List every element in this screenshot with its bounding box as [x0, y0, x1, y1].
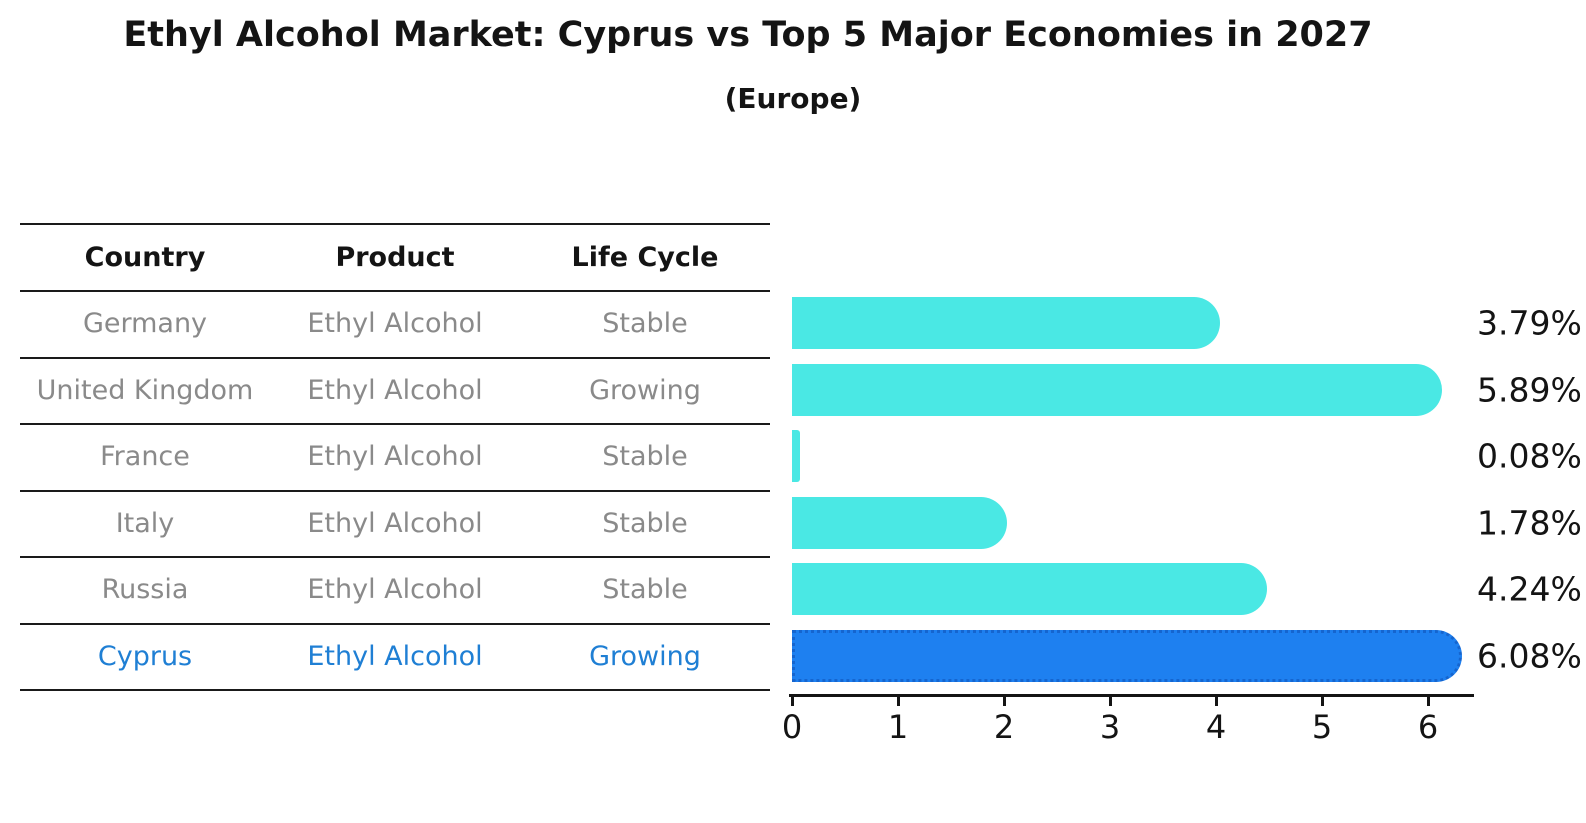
bar-russia — [792, 563, 1268, 615]
table-header-row: Country Product Life Cycle — [20, 225, 770, 292]
bar-band-france — [792, 423, 1477, 490]
bar-band-united-kingdom — [792, 357, 1477, 424]
bar-italy — [792, 496, 1007, 549]
cell-product: Ethyl Alcohol — [307, 441, 483, 473]
cell-life-cycle: Growing — [589, 374, 701, 406]
column-header-life-cycle: Life Cycle — [571, 241, 719, 273]
x-axis-tick — [1109, 697, 1112, 706]
x-axis-tick — [1321, 697, 1324, 706]
bar-value-label: 1.78% — [1477, 503, 1582, 543]
cell-country: Germany — [82, 308, 208, 340]
bar-value-label: 3.79% — [1477, 303, 1582, 343]
column-header-country: Country — [84, 241, 206, 273]
cell-product: Ethyl Alcohol — [307, 374, 483, 406]
chart-title: Ethyl Alcohol Market: Cyprus vs Top 5 Ma… — [123, 15, 1373, 55]
x-axis-tick-label: 1 — [887, 708, 909, 746]
bar-band-germany — [792, 290, 1477, 357]
table-row-russia: Russia Ethyl Alcohol Stable — [20, 558, 770, 625]
cell-life-cycle: Stable — [602, 441, 688, 473]
cell-country: Russia — [101, 574, 189, 606]
table-row-cyprus: Cyprus Ethyl Alcohol Growing — [20, 625, 770, 691]
bar-band-cyprus — [792, 623, 1477, 690]
x-axis-tick-label: 5 — [1311, 708, 1333, 746]
chart-subtitle: (Europe) — [724, 82, 862, 115]
bar-france — [792, 430, 801, 482]
x-axis-tick-label: 0 — [781, 708, 803, 746]
country-table: Country Product Life Cycle Germany Ethyl Alc… — [20, 223, 770, 691]
x-axis-tick — [1003, 697, 1006, 706]
cell-country: Cyprus — [97, 640, 193, 672]
x-axis-tick-label: 3 — [1099, 708, 1121, 746]
bar-chart — [792, 290, 1477, 689]
cell-life-cycle: Stable — [602, 308, 688, 340]
x-axis-line — [789, 694, 1474, 697]
cell-life-cycle: Growing — [589, 640, 701, 672]
cell-country: Italy — [115, 507, 175, 539]
bar-band-italy — [792, 490, 1477, 557]
cell-life-cycle: Stable — [602, 574, 688, 606]
column-header-product: Product — [335, 241, 455, 273]
cell-country: United Kingdom — [36, 374, 254, 406]
table-row-france: France Ethyl Alcohol Stable — [20, 425, 770, 492]
x-axis-tick-label: 6 — [1417, 708, 1439, 746]
bar-value-label: 4.24% — [1477, 569, 1582, 609]
bar-band-russia — [792, 556, 1477, 623]
bar-value-label: 6.08% — [1477, 636, 1582, 676]
table-row-united-kingdom: United Kingdom Ethyl Alcohol Growing — [20, 359, 770, 425]
bar-cyprus — [792, 629, 1463, 682]
bar-germany — [792, 297, 1220, 349]
x-axis-tick — [897, 697, 900, 706]
x-axis-tick — [1427, 697, 1430, 706]
bar-united-kingdom — [792, 363, 1443, 416]
x-axis-tick-label: 2 — [993, 708, 1015, 746]
cell-country: France — [100, 441, 190, 473]
x-axis-tick — [791, 697, 794, 706]
cell-life-cycle: Stable — [602, 507, 688, 539]
x-axis-tick — [1215, 697, 1218, 706]
cell-product: Ethyl Alcohol — [307, 640, 483, 672]
cell-product: Ethyl Alcohol — [307, 574, 483, 606]
x-axis-tick-label: 4 — [1205, 708, 1227, 746]
table-row-germany: Germany Ethyl Alcohol Stable — [20, 292, 770, 359]
table-row-italy: Italy Ethyl Alcohol Stable — [20, 492, 770, 558]
bar-value-label: 5.89% — [1477, 370, 1582, 410]
cell-product: Ethyl Alcohol — [307, 507, 483, 539]
cell-product: Ethyl Alcohol — [307, 308, 483, 340]
bar-value-label: 0.08% — [1477, 436, 1582, 476]
